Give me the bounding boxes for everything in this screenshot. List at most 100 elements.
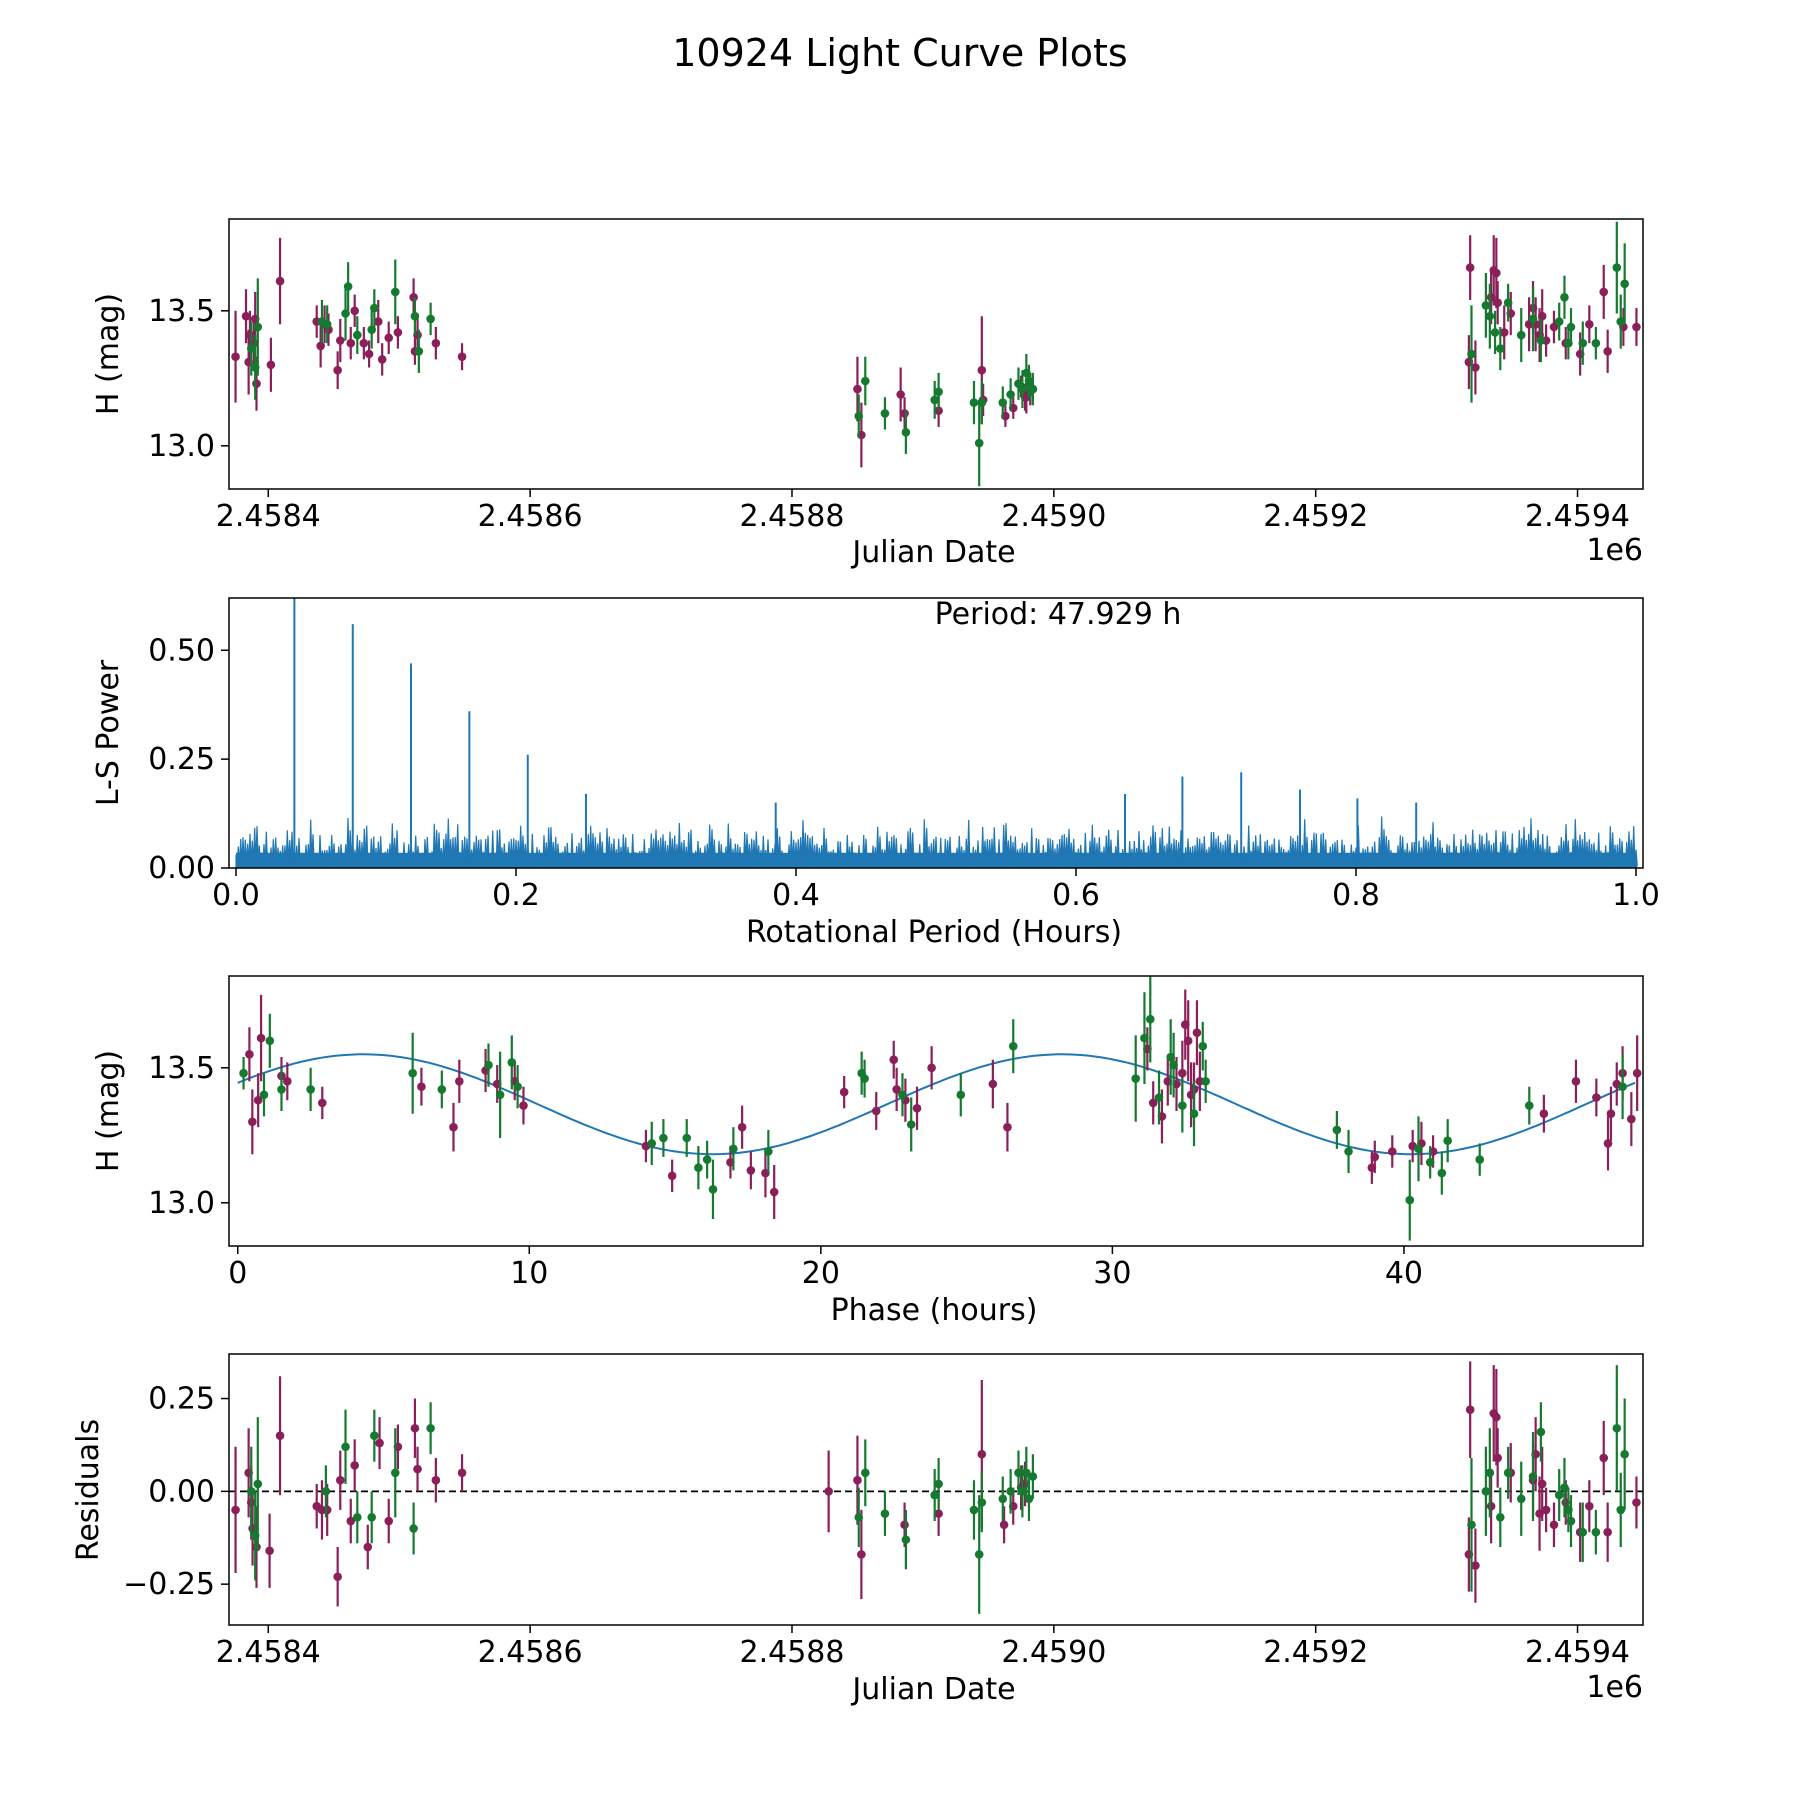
lightcurve-point xyxy=(1632,322,1641,332)
lightcurve-xlabel: Julian Date xyxy=(850,535,1015,570)
residuals-point xyxy=(1485,1468,1495,1478)
residuals-point xyxy=(1554,1490,1564,1500)
residuals-point xyxy=(1471,1561,1480,1570)
lightcurve-point xyxy=(1528,314,1538,324)
lightcurve-point xyxy=(410,311,420,321)
phased-xtick-label: 0 xyxy=(228,1256,247,1291)
phased-point xyxy=(245,1050,254,1059)
phased-point xyxy=(495,1090,505,1100)
lightcurve-point xyxy=(1465,263,1475,272)
lightcurve-point xyxy=(1560,293,1569,302)
phased-point xyxy=(1539,1109,1549,1118)
lightcurve-frame xyxy=(228,218,1644,490)
residuals-xtick-label: 2.4592 xyxy=(1263,1635,1368,1670)
residuals-point xyxy=(246,1487,256,1496)
lightcurve-point xyxy=(431,338,441,348)
residuals-point xyxy=(350,1461,359,1470)
lightcurve-point xyxy=(1585,320,1594,329)
phased-point xyxy=(1140,1033,1149,1043)
lightcurve-point xyxy=(414,347,424,356)
phased-point xyxy=(1178,1101,1187,1110)
residuals-point xyxy=(854,1513,864,1522)
residuals-point xyxy=(231,1505,240,1515)
lightcurve-ytick-label: 13.0 xyxy=(148,429,215,464)
residuals-point xyxy=(363,1542,373,1552)
lightcurve-point xyxy=(350,306,359,316)
lightcurve-point xyxy=(266,360,276,370)
residuals-point xyxy=(1560,1483,1569,1492)
lightcurve-point xyxy=(426,314,435,324)
periodogram-xtick-label: 0.4 xyxy=(772,878,820,913)
lightcurve-point xyxy=(346,338,356,348)
phased-point xyxy=(956,1090,966,1100)
lightcurve-point xyxy=(457,352,467,362)
lightcurve-point xyxy=(900,409,909,418)
phased-point xyxy=(408,1068,417,1078)
phased-axes: 0 10 20 30 40 13.0 13.5 xyxy=(148,1051,1423,1291)
residuals-point xyxy=(1006,1487,1015,1496)
lightcurve-point xyxy=(1471,363,1480,372)
phased-xtick-label: 10 xyxy=(510,1256,548,1291)
lightcurve-point xyxy=(384,333,394,343)
periodogram-frame xyxy=(228,597,1644,869)
lightcurve-point xyxy=(343,282,353,291)
residuals-xtick-label: 2.4590 xyxy=(1001,1635,1106,1670)
residuals-point xyxy=(861,1468,870,1478)
lightcurve-point xyxy=(359,338,369,348)
lightcurve-point xyxy=(1028,384,1038,394)
residuals-point xyxy=(252,1542,261,1552)
residuals-point xyxy=(426,1423,435,1433)
phased-point xyxy=(892,1085,901,1094)
periodogram-xtick-label: 0.6 xyxy=(1052,878,1100,913)
residuals-point xyxy=(390,1468,400,1478)
lightcurve-xtick-label: 2.4588 xyxy=(739,499,844,534)
lightcurve-point xyxy=(998,398,1008,407)
phased-point xyxy=(256,1033,266,1043)
residuals-point xyxy=(410,1423,420,1433)
residuals-point xyxy=(353,1513,362,1522)
periodogram-base xyxy=(236,852,1636,868)
lightcurve-point xyxy=(1490,328,1500,337)
residuals-point xyxy=(1493,1453,1502,1463)
periodogram-xtick-label: 1.0 xyxy=(1612,878,1660,913)
phased-frame xyxy=(228,975,1644,1247)
residuals-point xyxy=(1578,1527,1588,1537)
residuals-point xyxy=(977,1498,987,1507)
residuals-point xyxy=(333,1572,342,1582)
residuals-point xyxy=(853,1475,862,1485)
phased-point xyxy=(277,1085,286,1094)
phased-panel: H (mag) Phase (hours) xyxy=(91,1050,1037,1328)
residuals-point xyxy=(1024,1494,1034,1504)
phased-point xyxy=(306,1085,315,1094)
residuals-point xyxy=(1481,1487,1491,1496)
residuals-point xyxy=(384,1516,394,1526)
residuals-point xyxy=(998,1494,1008,1504)
lightcurve-point xyxy=(373,317,383,326)
residuals-point xyxy=(375,1438,384,1448)
residuals-point xyxy=(1022,1468,1031,1478)
residuals-point xyxy=(1599,1453,1609,1463)
residuals-point xyxy=(341,1442,350,1452)
lightcurve-xtick-label: 2.4586 xyxy=(478,499,583,534)
phased-point xyxy=(898,1090,907,1100)
lightcurve-point xyxy=(390,287,400,297)
phased-point xyxy=(1606,1109,1616,1118)
lightcurve-point xyxy=(880,409,890,418)
phased-point xyxy=(265,1036,275,1046)
lightcurve-point xyxy=(1006,390,1015,399)
lightcurve-point xyxy=(853,384,862,394)
lightcurve-point xyxy=(1493,298,1502,308)
residuals-point xyxy=(930,1490,939,1500)
phased-point xyxy=(1475,1155,1485,1164)
lightcurve-ylabel: H (mag) xyxy=(91,293,126,415)
residuals-point xyxy=(974,1550,984,1559)
residuals-points xyxy=(231,1361,1641,1614)
residuals-point xyxy=(1549,1520,1559,1530)
phased-point xyxy=(871,1106,881,1116)
phased-point xyxy=(519,1101,528,1110)
phased-point xyxy=(769,1187,779,1197)
lightcurve-point xyxy=(969,398,979,407)
phased-point xyxy=(1524,1101,1534,1110)
phased-point xyxy=(1192,1028,1202,1037)
phased-point xyxy=(1405,1195,1415,1205)
